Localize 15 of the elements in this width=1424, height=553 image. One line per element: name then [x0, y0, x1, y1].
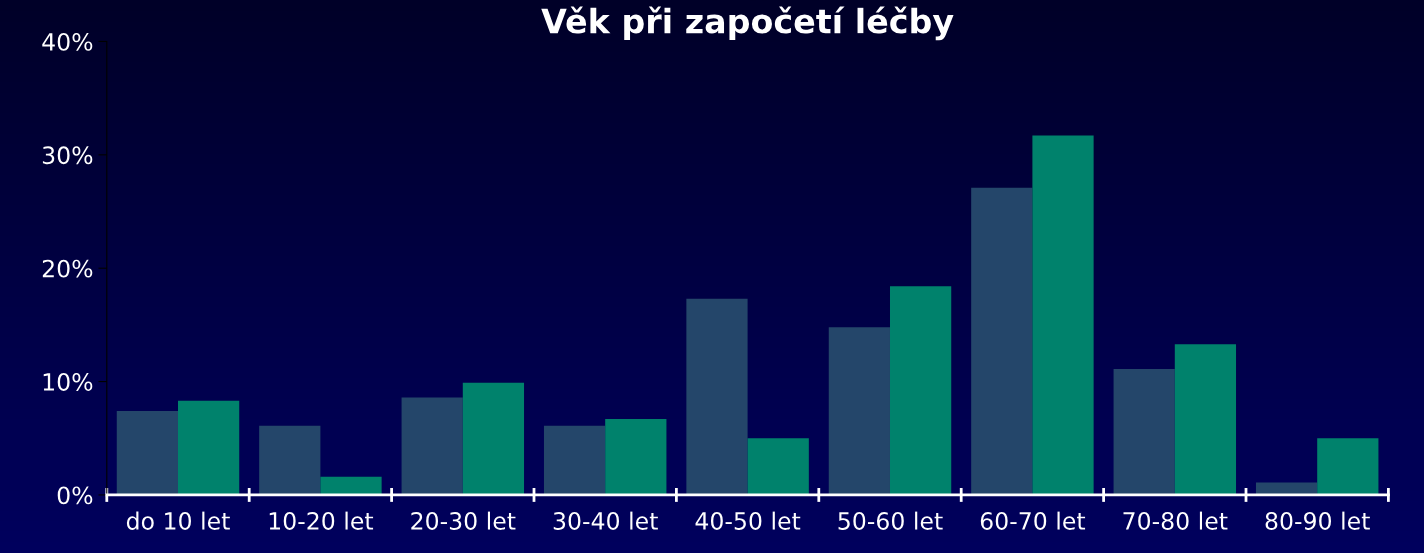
y-tick-label: 0%	[57, 486, 93, 505]
y-tick-label: 20%	[42, 259, 93, 278]
x-tick-label: 10-20 let	[269, 511, 374, 530]
y-tick-label: 40%	[42, 32, 93, 51]
y-tick-label: 10%	[43, 373, 93, 391]
x-tick-label: do 10 let	[126, 511, 230, 530]
x-tick-label: 40-50 let	[695, 511, 801, 530]
x-tick-label: 70-80 let	[1123, 511, 1228, 530]
y-tick-label: 30%	[42, 146, 93, 165]
x-tick-label: 30-40 let	[553, 511, 658, 530]
x-tick-label: 60-70 let	[980, 511, 1086, 530]
x-tick-label: 20-30 let	[411, 511, 516, 530]
x-tick-label: 50-60 let	[838, 511, 943, 530]
chart-title: Věk při započetí léčby	[541, 6, 954, 41]
x-tick-label: 80-90 let	[1265, 511, 1370, 530]
